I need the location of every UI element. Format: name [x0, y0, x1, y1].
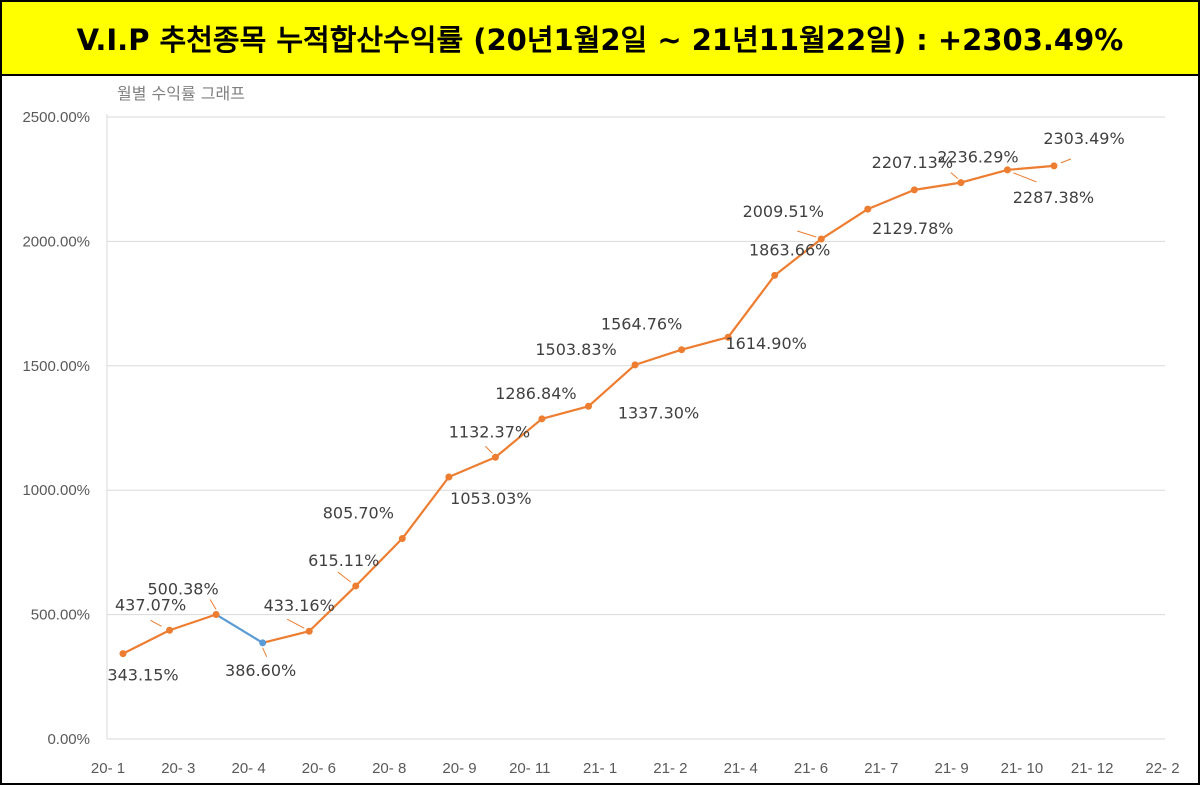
data-point: [491, 453, 499, 461]
label-leader-line: [1013, 172, 1037, 183]
series-line-segment: [494, 417, 544, 459]
data-label: 1503.83%: [535, 340, 616, 359]
label-leader-line: [1060, 158, 1072, 164]
label-leader-line: [337, 571, 352, 583]
data-label: 1053.03%: [450, 489, 531, 508]
data-label: 2287.38%: [1013, 188, 1094, 207]
chart-frame: 월별 수익률 그래프 0.00% 500.00% 1000.00% 1500.00% 2…: [0, 76, 1200, 785]
y-tick-label: 0.00%: [47, 731, 90, 748]
data-point: [817, 235, 825, 243]
x-tick-label: 20- 9: [442, 760, 476, 777]
data-point: [212, 611, 220, 619]
x-tick-label: 21- 7: [864, 760, 898, 777]
data-point: [119, 650, 127, 658]
series-line-segment: [680, 336, 730, 351]
series-line-segment: [354, 537, 404, 588]
label-leader-line: [485, 445, 493, 454]
x-tick-label: 21- 10: [1001, 760, 1044, 777]
series-line-segment: [447, 456, 497, 479]
data-point: [398, 535, 406, 543]
data-point: [445, 473, 453, 481]
data-label: 2129.78%: [872, 219, 953, 238]
label-leader-line: [797, 230, 817, 238]
x-tick-label: 21- 12: [1071, 760, 1114, 777]
data-point: [1003, 166, 1011, 174]
data-label: 2303.49%: [1043, 129, 1124, 148]
x-tick-label: 21- 9: [934, 760, 968, 777]
data-point: [305, 627, 313, 635]
chart-subtitle: 월별 수익률 그래프: [117, 84, 245, 103]
data-point: [166, 626, 174, 634]
series-line-segment: [1006, 164, 1056, 171]
series-line-segment: [959, 168, 1009, 184]
data-label: 2009.51%: [743, 202, 824, 221]
data-label: 1564.76%: [601, 315, 682, 334]
x-tick-label: 20- 4: [231, 760, 265, 777]
data-label: 433.16%: [264, 596, 335, 615]
x-tick-label: 20- 8: [372, 760, 406, 777]
y-tick-label: 1500.00%: [22, 358, 90, 375]
data-point: [585, 402, 592, 410]
data-point: [1050, 162, 1058, 170]
data-point: [538, 415, 546, 423]
data-point: [259, 639, 267, 647]
data-label: 1337.30%: [618, 403, 699, 422]
data-point: [957, 179, 965, 187]
chart-banner-title: V.I.P 추천종목 누적합산수익률 (20년1월2일 ~ 21년11월22일)…: [0, 0, 1200, 76]
x-tick-label: 21- 6: [794, 760, 828, 777]
data-point: [771, 271, 779, 279]
data-point: [352, 582, 360, 590]
series-line-segment: [820, 208, 869, 241]
data-label: 343.15%: [107, 666, 178, 685]
series-line-segment: [913, 181, 963, 191]
y-tick-label: 2000.00%: [22, 233, 90, 250]
x-tick-label: 21- 4: [724, 760, 758, 777]
data-label: 1614.90%: [725, 334, 806, 353]
data-point: [631, 361, 639, 369]
data-label: 615.11%: [308, 551, 379, 570]
label-leader-line: [950, 172, 959, 179]
series-line-segment: [540, 405, 590, 420]
data-point: [724, 333, 732, 341]
label-leader-line: [262, 647, 268, 658]
series-line-segment: [727, 274, 776, 339]
series-line-segment: [121, 629, 171, 655]
x-tick-label: 20- 1: [91, 760, 125, 777]
data-label: 500.38%: [148, 580, 219, 599]
x-tick-label: 20- 11: [509, 760, 550, 777]
series-line-segment: [401, 475, 450, 540]
data-point: [678, 346, 686, 354]
line-chart: 월별 수익률 그래프 0.00% 500.00% 1000.00% 1500.00% 2…: [22, 84, 1179, 777]
data-label: 2207.13%: [872, 153, 953, 172]
series-line-segment: [866, 188, 916, 211]
data-label: 1132.37%: [449, 422, 530, 441]
series-line-segment: [773, 237, 823, 277]
data-point: [910, 186, 918, 194]
label-leader-line: [286, 618, 305, 629]
data-label: 2236.29%: [937, 148, 1018, 167]
y-tick-label: 2500.00%: [22, 109, 90, 126]
data-label: 386.60%: [225, 661, 296, 680]
data-label: 805.70%: [323, 504, 394, 523]
series-line-segment: [633, 348, 683, 366]
x-tick-label: 21- 2: [653, 760, 687, 777]
series-line-segment: [261, 630, 311, 644]
y-tick-label: 500.00%: [31, 607, 90, 624]
data-label: 1286.84%: [495, 384, 576, 403]
data-label: 437.07%: [115, 595, 186, 614]
label-leader-line: [150, 619, 162, 627]
x-tick-label: 22- 2: [1145, 760, 1179, 777]
data-label: 1863.66%: [749, 240, 830, 259]
series-line-segment: [308, 584, 357, 633]
data-point: [864, 205, 872, 213]
x-tick-label: 20- 6: [302, 760, 336, 777]
series-line-segment: [168, 613, 218, 632]
series-line-segment: [215, 613, 264, 644]
y-tick-label: 1000.00%: [22, 482, 90, 499]
x-tick-label: 20- 3: [161, 760, 195, 777]
x-tick-label: 21- 1: [583, 760, 617, 777]
series-line-segment: [587, 363, 637, 408]
label-leader-line: [209, 599, 217, 610]
